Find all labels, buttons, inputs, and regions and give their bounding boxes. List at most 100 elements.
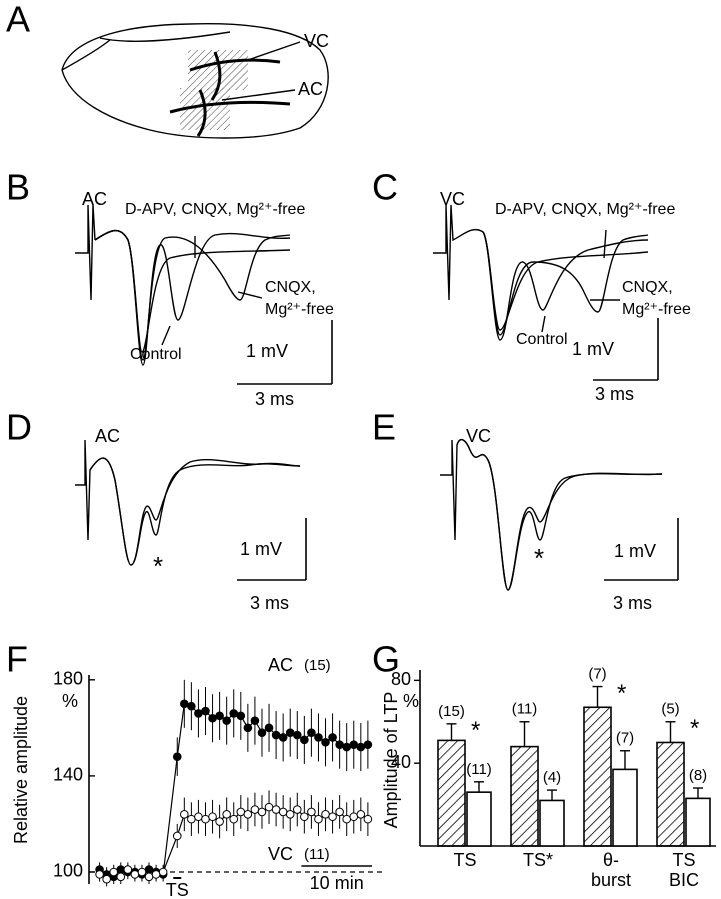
panel-label: G — [372, 639, 400, 680]
x-tick-label: TS — [453, 850, 477, 870]
series-label: VC — [268, 844, 293, 864]
series-label: AC — [268, 655, 293, 675]
n-label: (11) — [512, 701, 538, 718]
scale-label: 1 mV — [572, 339, 614, 359]
data-point — [335, 807, 344, 817]
data-point — [236, 807, 246, 817]
marker: * — [534, 543, 544, 573]
data-point — [116, 872, 126, 882]
data-point — [342, 814, 351, 824]
data-point — [285, 810, 295, 819]
panel-label: C — [372, 167, 398, 208]
stimulus-label: TS — [166, 880, 189, 899]
data-point — [356, 742, 366, 752]
n-label: (5) — [661, 701, 679, 718]
traces-b — [75, 204, 291, 366]
scale-label: 3 ms — [595, 384, 634, 404]
data-point — [307, 728, 316, 737]
data-point — [300, 812, 309, 822]
scale-label: 3 ms — [255, 389, 294, 409]
data-point — [356, 810, 366, 819]
bar — [656, 741, 685, 847]
data-point — [222, 716, 231, 725]
data-point — [278, 733, 288, 742]
trace-label: CNQX, — [265, 279, 316, 296]
trace-label: Control — [516, 331, 568, 348]
bar — [685, 797, 711, 847]
data-point — [130, 870, 140, 879]
y-tick-label: 40 — [391, 752, 411, 772]
n-label: (11) — [466, 761, 492, 778]
data-point — [292, 805, 302, 814]
panel-label: A — [6, 0, 30, 40]
scale-bar — [604, 518, 679, 581]
region-label: VC — [304, 31, 329, 51]
data-point — [215, 817, 224, 826]
significance: * — [471, 717, 480, 744]
data-point — [321, 737, 330, 747]
data-point — [180, 810, 189, 819]
data-point — [158, 867, 168, 877]
scale-label: 1 mV — [246, 341, 288, 361]
data-point — [300, 735, 309, 745]
y-tick-label: 140 — [53, 765, 83, 785]
bar — [466, 791, 492, 847]
data-point — [172, 831, 182, 841]
region-label: AC — [298, 79, 323, 99]
data-point — [314, 814, 323, 824]
site-label: AC — [82, 189, 107, 209]
data-point — [123, 865, 133, 874]
data-point — [201, 814, 210, 824]
data-point — [243, 723, 253, 733]
significance: * — [690, 715, 699, 742]
data-point — [215, 711, 224, 721]
y-tick-label: 100 — [53, 861, 83, 881]
data-point — [243, 810, 253, 819]
data-point — [363, 740, 373, 749]
data-point — [208, 713, 217, 723]
scale-label: 3 ms — [613, 593, 652, 613]
data-point — [201, 706, 210, 716]
n-label: (15) — [438, 703, 465, 720]
data-point — [349, 740, 359, 749]
data-point — [335, 740, 344, 749]
n-label: (7) — [588, 666, 606, 683]
data-point — [328, 812, 337, 822]
bar — [583, 706, 612, 847]
series-n: (11) — [304, 846, 330, 863]
data-point — [363, 814, 373, 824]
x-tick-label: θ-burst — [590, 850, 632, 890]
data-point — [187, 814, 196, 824]
y-unit: % — [403, 691, 419, 711]
data-point — [194, 709, 203, 718]
scale-bar — [237, 518, 307, 581]
bar — [437, 739, 466, 847]
trace-label: D-APV, CNQX, Mg²⁺-free — [495, 201, 675, 218]
data-point — [349, 812, 359, 822]
bar — [612, 768, 638, 847]
n-label: (7) — [616, 730, 634, 747]
data-point — [264, 723, 274, 733]
brain-sketch — [61, 23, 329, 139]
trace-label: Mg²⁺-free — [265, 301, 334, 318]
data-point — [257, 728, 267, 737]
data-point — [307, 807, 316, 817]
data-point — [208, 812, 217, 822]
bar — [510, 745, 539, 847]
bar — [539, 799, 565, 847]
data-point — [271, 730, 281, 740]
scale-label: 3 ms — [250, 593, 289, 613]
data-point — [292, 730, 302, 740]
data-point — [236, 711, 246, 721]
data-point — [342, 742, 351, 752]
data-point — [109, 867, 119, 877]
data-point — [278, 807, 288, 817]
y-tick-label: 80 — [391, 669, 411, 689]
scale-label: 10 min — [310, 873, 364, 893]
site-label: AC — [95, 426, 120, 446]
trace-label: D-APV, CNQX, Mg²⁺-free — [125, 201, 305, 218]
panel-label: E — [372, 407, 396, 448]
significance: * — [617, 680, 626, 707]
